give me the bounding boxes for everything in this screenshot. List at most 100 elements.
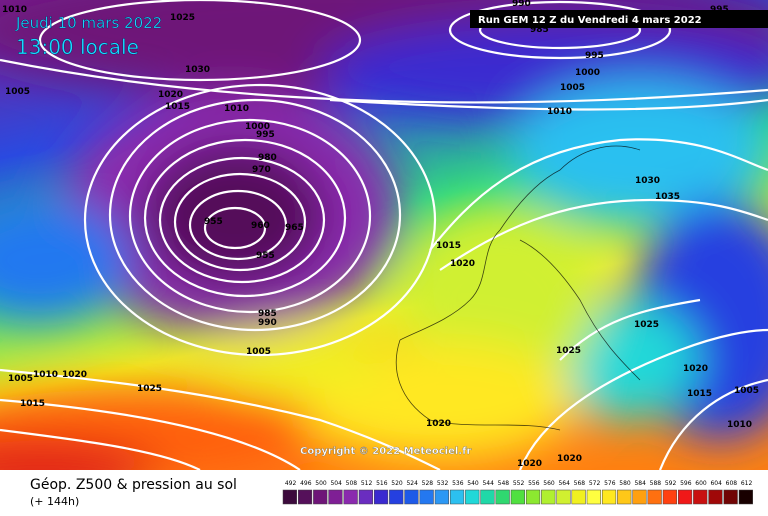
colorbar-swatch xyxy=(738,489,753,505)
colorbar-swatch xyxy=(723,489,738,505)
colorbar-label: 576 xyxy=(604,480,616,487)
colorbar-swatch xyxy=(677,489,693,505)
isobar-label: 1015 xyxy=(20,399,45,409)
colorbar-label: 560 xyxy=(543,480,555,487)
isobar-label: 960 xyxy=(251,221,270,231)
isobar-label: 1010 xyxy=(727,420,752,430)
isobar-label: 1010 xyxy=(547,107,572,117)
forecast-date: Jeudi 10 mars 2022 xyxy=(15,14,162,32)
isobar-label: 1020 xyxy=(683,364,708,374)
geopotential-field xyxy=(0,0,768,470)
colorbar-swatch xyxy=(419,489,434,505)
isobar-label: 990 xyxy=(512,0,531,9)
run-label: Run GEM 12 Z du Vendredi 4 mars 2022 xyxy=(478,15,702,26)
colorbar-label: 564 xyxy=(558,480,570,487)
isobars xyxy=(0,0,768,470)
isobar-label: 1025 xyxy=(170,13,195,23)
isobar-labels: 1010 1025 990 985 995 1005 1030 1020 1015 1010 995… xyxy=(2,0,759,469)
isobar-label: 1000 xyxy=(575,68,600,78)
colorbar-swatch xyxy=(571,489,586,505)
isobar-label: 1015 xyxy=(436,241,461,251)
isobar-label: 1025 xyxy=(137,384,162,394)
colorbar-label: 544 xyxy=(482,480,494,487)
colorbar-label: 552 xyxy=(513,480,525,487)
colorbar-label: 548 xyxy=(498,480,510,487)
colorbar-label: 492 xyxy=(285,480,297,487)
isobar-label: 995 xyxy=(710,5,729,15)
isobar-label: 1005 xyxy=(560,83,585,93)
colorbar-swatch xyxy=(647,489,662,505)
colorbar-swatch xyxy=(541,489,556,505)
colorbar-swatch xyxy=(434,489,449,505)
isobar-label: 1005 xyxy=(5,87,30,97)
colorbar-swatch xyxy=(510,489,525,505)
isobar-label: 955 xyxy=(256,251,275,261)
coastlines xyxy=(396,145,641,431)
colorbar-label: 520 xyxy=(391,480,403,487)
isobar-label: 1025 xyxy=(556,346,581,356)
colorbar-swatch xyxy=(480,489,495,505)
isobar-label: 1035 xyxy=(655,192,680,202)
isobar-label: 1000 xyxy=(245,122,270,132)
colorbar-swatch xyxy=(586,489,601,505)
colorbar-swatch xyxy=(662,489,677,505)
colorbar-label: 604 xyxy=(710,480,722,487)
colorbar-label: 580 xyxy=(619,480,631,487)
colorbar-label: 584 xyxy=(634,480,646,487)
colorbar-swatch xyxy=(693,489,708,505)
colorbar: 492 496 500 504 508 512 516 520 524 528 532 536 540 5… xyxy=(282,480,753,505)
isobar-label: 1030 xyxy=(185,65,210,75)
isobar-label: 1010 xyxy=(2,5,27,15)
colorbar-label: 524 xyxy=(406,480,418,487)
copyright: Copyright © 2022 Meteociel.fr xyxy=(300,446,471,457)
colorbar-label: 528 xyxy=(422,480,434,487)
colorbar-label: 600 xyxy=(695,480,707,487)
colorbar-swatch xyxy=(328,489,343,505)
isobar-label: 1005 xyxy=(246,347,271,357)
run-banner xyxy=(470,10,768,28)
colorbar-swatch xyxy=(389,489,404,505)
colorbar-swatch xyxy=(556,489,571,505)
isobar-label: 1020 xyxy=(517,459,542,469)
isobar-label: 1015 xyxy=(687,389,712,399)
colorbar-swatch xyxy=(495,489,510,505)
colorbar-label: 596 xyxy=(680,480,692,487)
colorbar-swatch xyxy=(404,489,419,505)
colorbar-label: 572 xyxy=(589,480,601,487)
colorbar-label: 516 xyxy=(376,480,388,487)
footer-title: Géop. Z500 & pression au sol xyxy=(30,477,237,493)
colorbar-swatch xyxy=(449,489,465,505)
isobar-label: 965 xyxy=(285,223,304,233)
isobar-label: 985 xyxy=(530,25,549,35)
colorbar-label: 532 xyxy=(437,480,449,487)
footer-lead: (+ 144h) xyxy=(30,495,79,508)
colorbar-swatch xyxy=(282,489,297,505)
colorbar-label: 540 xyxy=(467,480,479,487)
colorbar-label: 592 xyxy=(665,480,677,487)
colorbar-label: 556 xyxy=(528,480,540,487)
isobar-label: 1005 xyxy=(734,386,759,396)
isobar-label: 1010 xyxy=(33,370,58,380)
forecast-time: 13:00 locale xyxy=(16,35,139,59)
isobar-label: 1020 xyxy=(450,259,475,269)
isobar-label: 1005 xyxy=(8,374,33,384)
isobar-label: 1020 xyxy=(62,370,87,380)
colorbar-label: 504 xyxy=(330,480,342,487)
isobar-label: 995 xyxy=(256,130,275,140)
colorbar-label: 588 xyxy=(650,480,662,487)
isobar-label: 955 xyxy=(204,217,223,227)
isobar-label: 1030 xyxy=(635,176,660,186)
isobar-label: 995 xyxy=(585,51,604,61)
isobar-label: 990 xyxy=(258,318,277,328)
isobar-label: 970 xyxy=(252,165,271,175)
colorbar-swatch xyxy=(617,489,632,505)
colorbar-label: 568 xyxy=(574,480,586,487)
colorbar-swatch xyxy=(358,489,373,505)
isobar-label: 1025 xyxy=(634,320,659,330)
isobar-label: 980 xyxy=(258,153,277,163)
colorbar-swatch xyxy=(632,489,647,505)
colorbar-label: 500 xyxy=(315,480,327,487)
colorbar-label: 612 xyxy=(741,480,753,487)
